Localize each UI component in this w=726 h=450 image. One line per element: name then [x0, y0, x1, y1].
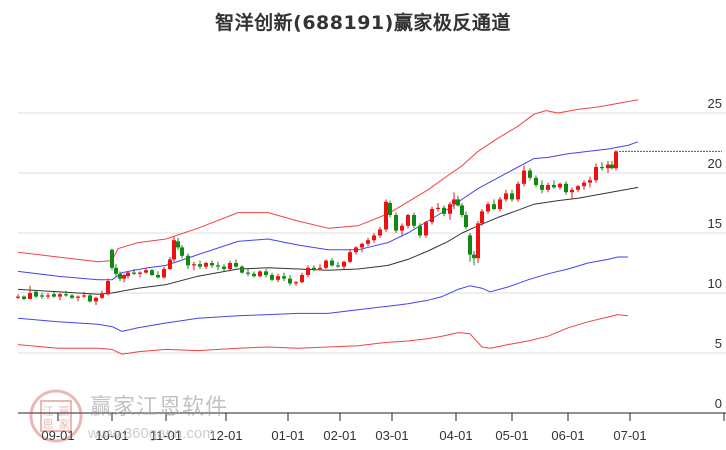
x-tick-label: 09-01	[41, 428, 75, 443]
x-tick-label: 03-01	[375, 428, 409, 443]
svg-text:赢: 赢	[59, 404, 70, 418]
svg-text:家: 家	[59, 417, 70, 431]
candlesticks	[16, 150, 618, 305]
watermark-seal-icon: 江 赢 恩 家	[29, 389, 83, 443]
x-tick-label: 10-01	[95, 428, 129, 443]
channel-bands	[17, 99, 639, 355]
x-tick-label: 04-01	[439, 428, 473, 443]
x-tick-label: 07-01	[613, 428, 647, 443]
x-tick-label: 02-01	[323, 428, 357, 443]
watermark-url: www.360gann.com	[88, 425, 215, 442]
y-tick-label: 0	[714, 396, 722, 411]
svg-text:江: 江	[43, 405, 54, 418]
gridlines	[18, 112, 726, 354]
watermark-text: 赢家江恩软件	[90, 395, 229, 420]
x-tick-label: 01-01	[271, 428, 305, 443]
y-tick-label: 5	[714, 336, 722, 351]
svg-text:恩: 恩	[43, 418, 54, 431]
x-tick-label: 11-01	[149, 428, 183, 443]
y-tick-label: 20	[707, 156, 722, 171]
x-tick-label: 05-01	[495, 428, 529, 443]
y-tick-label: 10	[707, 276, 722, 291]
x-tick-label: 12-01	[209, 428, 243, 443]
chart-title: 智洋创新(688191)赢家极反通道	[215, 12, 511, 34]
y-tick-label: 25	[707, 96, 722, 111]
x-axis	[18, 412, 726, 421]
y-tick-label: 15	[707, 216, 722, 231]
x-tick-label: 06-01	[551, 428, 585, 443]
